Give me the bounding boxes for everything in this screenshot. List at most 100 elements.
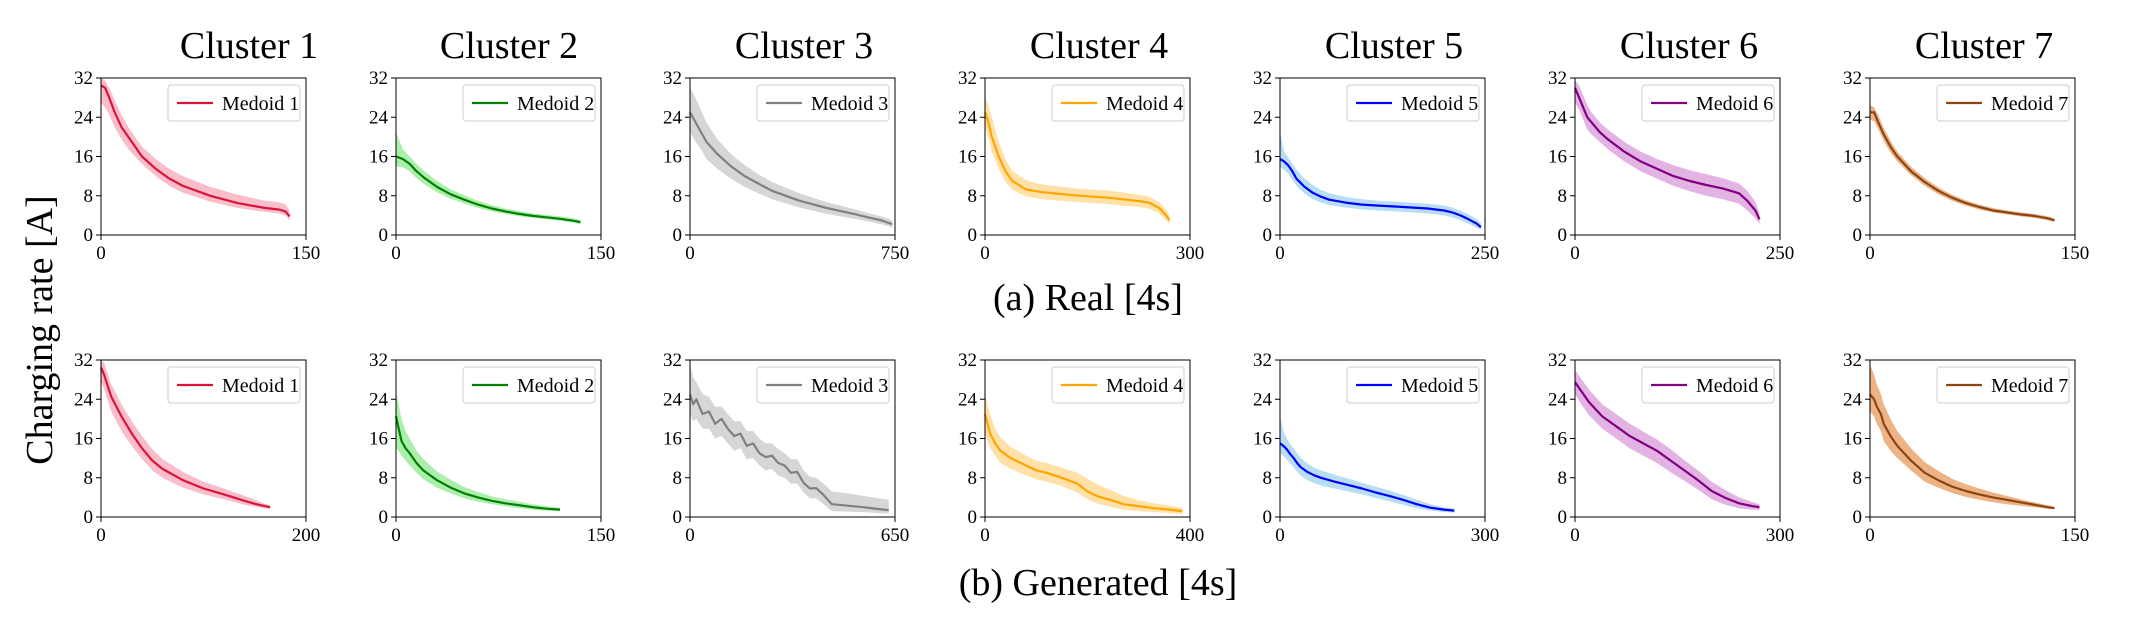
y-tick-label: 32 — [74, 350, 93, 371]
legend-box — [167, 84, 301, 122]
legend-box — [1641, 84, 1775, 122]
y-tick-label: 24 — [663, 107, 683, 128]
legend-label: Medoid 4 — [1106, 375, 1183, 397]
x-tick-label: 150 — [2061, 243, 2090, 264]
legend-box — [1346, 84, 1480, 122]
x-tick-label: 300 — [1766, 525, 1795, 546]
legend: Medoid 2 — [462, 366, 596, 404]
legend-label: Medoid 7 — [1991, 375, 2068, 397]
x-tick-label: 0 — [685, 525, 695, 546]
medoid-line — [395, 155, 581, 224]
legend-label: Medoid 5 — [1401, 375, 1478, 397]
band-area — [1870, 105, 2055, 222]
column-title: Cluster 3 — [735, 25, 873, 67]
y-tick-label: 32 — [1843, 350, 1862, 371]
y-tick-label: 0 — [673, 507, 683, 528]
legend-label: Medoid 3 — [811, 93, 888, 115]
y-tick-label: 16 — [1548, 429, 1567, 450]
y-tick-label: 24 — [663, 389, 683, 410]
band-area — [1280, 132, 1481, 231]
medoid-line — [983, 413, 1183, 513]
x-tick-label: 0 — [96, 525, 106, 546]
y-tick-label: 0 — [1853, 225, 1863, 246]
y-tick-label: 16 — [74, 147, 93, 168]
y-tick-label: 0 — [379, 507, 389, 528]
medoid-line — [100, 84, 291, 218]
y-tick-label: 8 — [1853, 186, 1863, 207]
legend: Medoid 6 — [1641, 366, 1775, 404]
y-tick-label: 16 — [663, 429, 682, 450]
y-tick-label: 32 — [1843, 68, 1862, 89]
subplot-generated-cluster-1: 0 8 16 24 32 0 200 Medoid 1 — [74, 350, 320, 546]
y-tick-label: 32 — [1548, 350, 1567, 371]
y-tick-label: 0 — [1263, 507, 1273, 528]
x-tick-label: 650 — [881, 525, 910, 546]
y-tick-label: 0 — [84, 507, 94, 528]
y-tick-label: 8 — [84, 186, 94, 207]
legend: Medoid 5 — [1346, 366, 1480, 404]
x-tick-label: 0 — [980, 525, 990, 546]
subplot-real-cluster-1: 0 8 16 24 32 0 150 Medoid 1 — [74, 68, 320, 264]
band-area — [985, 394, 1183, 515]
y-tick-label: 16 — [369, 147, 388, 168]
y-tick-label: 16 — [1843, 147, 1862, 168]
y-tick-label: 32 — [1253, 68, 1272, 89]
y-tick-label: 24 — [369, 389, 389, 410]
y-tick-label: 8 — [1558, 186, 1568, 207]
band-area — [690, 87, 893, 228]
column-title: Cluster 2 — [440, 25, 578, 67]
y-tick-label: 16 — [1253, 147, 1272, 168]
x-tick-label: 0 — [1570, 243, 1580, 264]
column-title: Cluster 1 — [180, 25, 318, 67]
subplot-generated-cluster-5: 0 8 16 24 32 0 300 Medoid 5 — [1253, 350, 1499, 546]
row-caption-generated: (b) Generated [4s] — [959, 562, 1238, 604]
legend: Medoid 4 — [1051, 84, 1185, 122]
x-tick-label: 0 — [1865, 243, 1875, 264]
legend: Medoid 6 — [1641, 84, 1775, 122]
band-area — [101, 360, 271, 509]
y-tick-label: 0 — [673, 225, 683, 246]
y-tick-label: 24 — [369, 107, 389, 128]
legend-label: Medoid 4 — [1106, 93, 1183, 115]
legend-label: Medoid 1 — [222, 375, 299, 397]
band-area — [690, 364, 889, 514]
legend-box — [462, 366, 596, 404]
y-tick-label: 16 — [958, 147, 977, 168]
y-tick-label: 32 — [1548, 68, 1567, 89]
legend-box — [1346, 366, 1480, 404]
band-area — [985, 97, 1170, 225]
y-tick-label: 8 — [379, 468, 389, 489]
legend: Medoid 3 — [756, 84, 890, 122]
y-tick-label: 24 — [958, 389, 978, 410]
y-tick-label: 16 — [369, 429, 388, 450]
column-title: Cluster 4 — [1030, 25, 1168, 67]
medoid-line — [1573, 87, 1761, 220]
y-tick-label: 32 — [663, 350, 682, 371]
medoid-line — [1574, 381, 1760, 509]
legend-label: Medoid 2 — [517, 93, 594, 115]
y-tick-label: 0 — [1558, 507, 1568, 528]
medoid-line — [688, 393, 889, 512]
legend-box — [1051, 366, 1185, 404]
legend-label: Medoid 2 — [517, 375, 594, 397]
x-tick-label: 250 — [1471, 243, 1500, 264]
row-caption-real: (a) Real [4s] — [993, 277, 1183, 319]
x-tick-label: 150 — [587, 243, 616, 264]
x-tick-label: 150 — [587, 525, 616, 546]
y-tick-label: 32 — [663, 68, 682, 89]
y-tick-label: 24 — [74, 107, 94, 128]
legend: Medoid 4 — [1051, 366, 1185, 404]
legend-box — [462, 84, 596, 122]
y-tick-label: 32 — [958, 68, 977, 89]
y-tick-label: 0 — [1853, 507, 1863, 528]
y-tick-label: 24 — [1253, 107, 1273, 128]
y-tick-label: 0 — [379, 225, 389, 246]
y-tick-label: 0 — [84, 225, 94, 246]
band-area — [1870, 364, 2055, 510]
medoid-line — [1870, 111, 2055, 222]
subplots: 0 8 16 24 32 0 150 Medoid 1 0 8 16 24 32 0 150 Medoid 2… — [74, 68, 2089, 546]
y-tick-label: 32 — [369, 350, 388, 371]
subplot-generated-cluster-3: 0 8 16 24 32 0 650 Medoid 3 — [663, 350, 909, 546]
y-tick-label: 8 — [673, 468, 683, 489]
subplot-generated-cluster-7: 0 8 16 24 32 0 150 Medoid 7 — [1843, 350, 2089, 546]
